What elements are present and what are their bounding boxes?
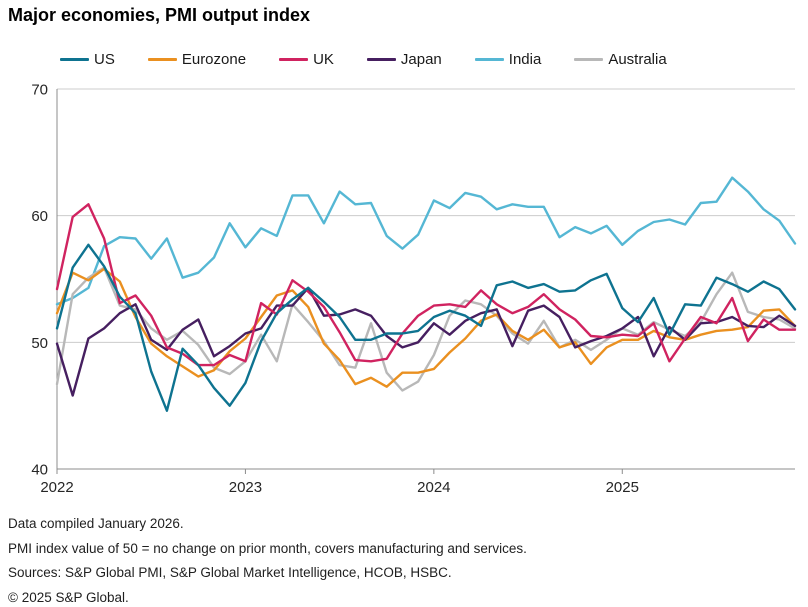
- legend-swatch-uk: [279, 58, 309, 61]
- legend-label: Eurozone: [181, 51, 247, 68]
- legend-item-japan: Japan: [366, 51, 442, 68]
- legend-swatch-india: [474, 58, 504, 61]
- plot-area: 70 60 50 40 2022 2023 2024 2025: [31, 82, 797, 496]
- legend-item-australia: Australia: [574, 51, 667, 68]
- legend-swatch-eurozone: [147, 58, 177, 61]
- legend: US Eurozone UK Japan India Australia: [60, 51, 798, 68]
- legend-label: Australia: [608, 51, 667, 68]
- x-tick-label-2025: 2025: [606, 479, 639, 496]
- legend-swatch-australia: [574, 58, 604, 61]
- legend-label: US: [94, 51, 115, 68]
- y-tick-label-60: 60: [31, 208, 48, 225]
- footer-sources-note: Sources: S&P Global PMI, S&P Global Mark…: [8, 565, 452, 580]
- legend-label: UK: [313, 51, 334, 68]
- footer-notes: Data compiled January 2026. PMI index va…: [8, 512, 800, 607]
- x-tick-label-2023: 2023: [229, 479, 262, 496]
- footer-copyright-note: © 2025 S&P Global.: [8, 589, 129, 605]
- chart-title: Major economies, PMI output index: [8, 5, 311, 25]
- legend-label: Japan: [400, 51, 442, 68]
- y-tick-label-70: 70: [31, 82, 48, 99]
- x-tick-label-2022: 2022: [40, 479, 73, 496]
- series-line-us: [55, 243, 797, 412]
- legend-item-eurozone: Eurozone: [147, 51, 247, 68]
- legend-item-uk: UK: [279, 51, 334, 68]
- y-tick-label-50: 50: [31, 335, 48, 352]
- series-line-india: [55, 176, 797, 306]
- y-tick-label-40: 40: [31, 462, 48, 479]
- legend-swatch-us: [60, 58, 89, 61]
- x-tick-label-2024: 2024: [417, 479, 450, 496]
- legend-swatch-japan: [366, 58, 396, 61]
- legend-item-india: India: [474, 51, 542, 68]
- footer-definition-note: PMI index value of 50 = no change on pri…: [8, 540, 527, 556]
- footer-compiled-note: Data compiled January 2026.: [8, 516, 184, 531]
- series-line-eurozone: [55, 267, 797, 388]
- legend-label: India: [508, 51, 542, 68]
- legend-item-us: US: [60, 51, 115, 68]
- series-line-uk: [55, 203, 797, 367]
- series-line-australia: [55, 266, 797, 392]
